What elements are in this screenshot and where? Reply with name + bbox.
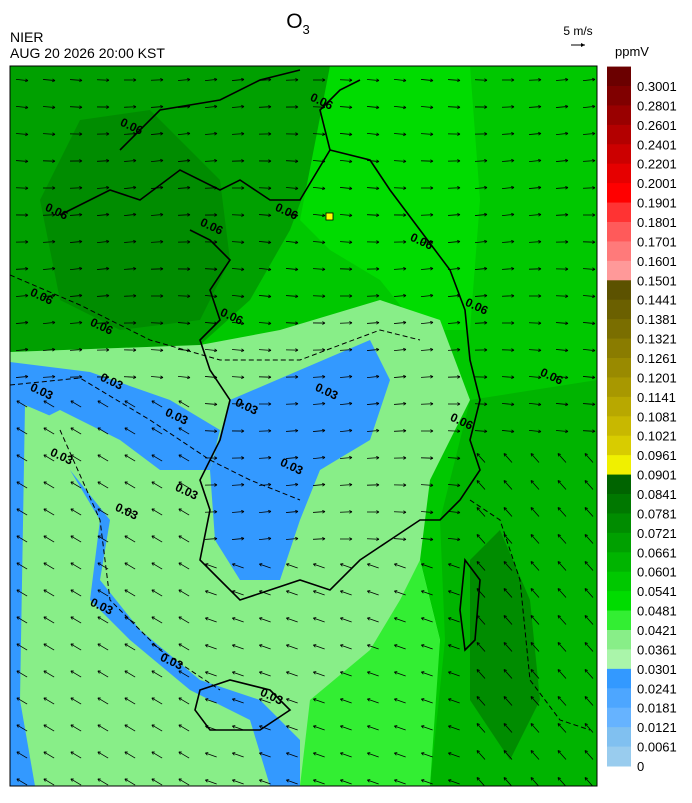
legend-label: 0.0601 bbox=[637, 565, 677, 580]
legend-swatch bbox=[607, 261, 631, 281]
wind-arrow bbox=[151, 80, 163, 81]
legend-label: 0.2401 bbox=[637, 137, 677, 152]
legend-unit: ppmV bbox=[615, 44, 649, 59]
wind-arrow bbox=[259, 188, 271, 189]
legend-swatch bbox=[607, 67, 631, 87]
wind-scale: 5 m/s bbox=[563, 24, 592, 38]
legend-label: 0.1201 bbox=[637, 370, 677, 385]
legend-label: 0.0541 bbox=[637, 584, 677, 599]
legend-label: 0.0961 bbox=[637, 448, 677, 463]
legend-swatch bbox=[607, 105, 631, 125]
legend-label: 0.0241 bbox=[637, 681, 677, 696]
legend: 0.3001 0.2801 0.2601 0.2401 0.2201 0.2001 0.19… bbox=[607, 67, 677, 774]
title-main: O bbox=[286, 10, 302, 33]
legend-swatch bbox=[607, 611, 631, 631]
wind-arrow bbox=[70, 188, 82, 189]
legend-label: 0.0661 bbox=[637, 545, 677, 560]
legend-swatch bbox=[607, 669, 631, 689]
legend-swatch bbox=[607, 319, 631, 339]
legend-label: 0.1321 bbox=[637, 332, 677, 347]
legend-swatch bbox=[607, 241, 631, 261]
legend-swatch bbox=[607, 727, 631, 747]
legend-label: 0.1901 bbox=[637, 196, 677, 211]
legend-label: 0.2601 bbox=[637, 118, 677, 133]
wind-arrow bbox=[205, 512, 217, 513]
wind-arrow bbox=[367, 296, 379, 297]
legend-swatch bbox=[607, 416, 631, 436]
wind-arrow bbox=[340, 80, 352, 81]
legend-swatch bbox=[607, 144, 631, 164]
legend-swatch bbox=[607, 552, 631, 572]
legend-swatch bbox=[607, 649, 631, 669]
legend-swatch bbox=[607, 339, 631, 359]
legend-label: 0.0721 bbox=[637, 526, 677, 541]
legend-label: 0.0121 bbox=[637, 720, 677, 735]
legend-swatch bbox=[607, 513, 631, 533]
legend-swatch bbox=[607, 747, 631, 767]
legend-label: 0.1141 bbox=[637, 390, 676, 405]
title-subscript: 3 bbox=[303, 22, 310, 37]
legend-swatch bbox=[607, 475, 631, 495]
wind-arrow bbox=[529, 80, 541, 81]
legend-swatch bbox=[607, 377, 631, 397]
legend-label: 0.1801 bbox=[637, 215, 677, 230]
legend-label: 0.0421 bbox=[637, 623, 677, 638]
legend-swatch bbox=[607, 125, 631, 145]
legend-label: 0.3001 bbox=[637, 79, 677, 94]
legend-swatch bbox=[607, 183, 631, 203]
legend-label: 0.2201 bbox=[637, 157, 677, 172]
legend-swatch bbox=[607, 203, 631, 223]
legend-swatch bbox=[607, 494, 631, 514]
legend-swatch bbox=[607, 358, 631, 378]
legend-swatch bbox=[607, 630, 631, 650]
wind-scale-arrow bbox=[571, 43, 585, 47]
legend-label: 0.0361 bbox=[637, 642, 677, 657]
legend-label: 0.0901 bbox=[637, 468, 677, 483]
wind-arrow bbox=[286, 404, 298, 405]
legend-label: 0.1701 bbox=[637, 234, 677, 249]
datetime: AUG 20 2026 20:00 KST bbox=[10, 45, 165, 61]
legend-swatch bbox=[607, 688, 631, 708]
legend-label: 0.1501 bbox=[637, 273, 677, 288]
legend-label: 0.0481 bbox=[637, 604, 677, 619]
legend-label: 0.1021 bbox=[637, 429, 677, 444]
legend-label: 0.1381 bbox=[637, 312, 677, 327]
station-marker bbox=[326, 213, 333, 220]
legend-label: 0.0781 bbox=[637, 506, 677, 521]
title: O3 bbox=[286, 10, 310, 37]
wind-arrow bbox=[178, 296, 190, 297]
legend-label: 0.2001 bbox=[637, 176, 677, 191]
legend-swatch bbox=[607, 533, 631, 553]
legend-swatch bbox=[607, 591, 631, 611]
legend-label: 0.1441 bbox=[637, 293, 677, 308]
legend-swatch bbox=[607, 708, 631, 728]
legend-label: 0.1601 bbox=[637, 254, 677, 269]
legend-swatch bbox=[607, 397, 631, 417]
legend-swatch bbox=[607, 436, 631, 456]
legend-swatch bbox=[607, 455, 631, 475]
legend-label: 0.0841 bbox=[637, 487, 677, 502]
legend-swatch bbox=[607, 280, 631, 300]
legend-swatch bbox=[607, 86, 631, 106]
legend-swatch bbox=[607, 300, 631, 320]
legend-label: 0.2801 bbox=[637, 98, 677, 113]
legend-label: 0.0181 bbox=[637, 701, 677, 716]
agency: NIER bbox=[10, 29, 43, 45]
wind-arrow bbox=[448, 188, 460, 189]
legend-label: 0.1081 bbox=[637, 409, 677, 424]
legend-label: 0.0061 bbox=[637, 740, 677, 755]
legend-swatch bbox=[607, 572, 631, 592]
legend-label: 0.0301 bbox=[637, 662, 677, 677]
legend-swatch bbox=[607, 164, 631, 184]
legend-label: 0 bbox=[637, 759, 644, 774]
legend-swatch bbox=[607, 222, 631, 242]
legend-label: 0.1261 bbox=[637, 351, 677, 366]
